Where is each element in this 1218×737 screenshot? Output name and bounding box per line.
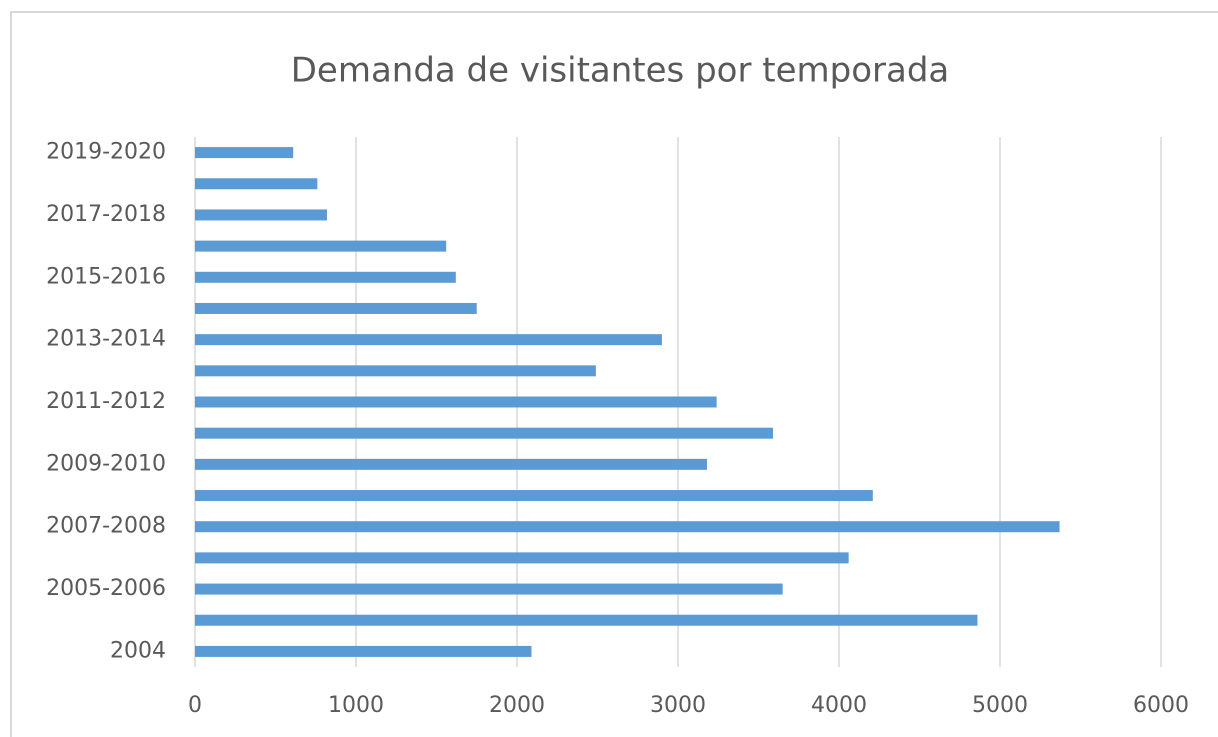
bar [195, 583, 783, 595]
bar [195, 645, 532, 657]
bar [195, 302, 477, 314]
x-tick-label: 4000 [811, 693, 867, 718]
x-tick-label: 0 [188, 693, 202, 718]
y-tick-label: 2005-2006 [46, 576, 166, 601]
y-tick-label: 2011-2012 [46, 389, 166, 414]
y-tick-label: 2007-2008 [46, 514, 166, 539]
x-tick-label: 5000 [972, 693, 1028, 718]
bar [195, 365, 596, 377]
y-tick-label: 2017-2018 [46, 202, 166, 227]
y-tick-label: 2013-2014 [46, 327, 166, 352]
chart-frame [10, 11, 1218, 737]
bar [195, 147, 294, 159]
bar [195, 458, 707, 470]
y-tick-label: 2019-2020 [46, 140, 166, 165]
x-tick-label: 6000 [1133, 693, 1189, 718]
bar [195, 396, 717, 408]
bar [195, 240, 447, 252]
bar [195, 427, 773, 439]
bar [195, 490, 873, 502]
bar [195, 521, 1060, 533]
y-tick-label: 2015-2016 [46, 264, 166, 289]
x-tick-label: 2000 [489, 693, 545, 718]
chart-title: Demanda de visitantes por temporada [291, 51, 950, 91]
bar [195, 178, 318, 190]
bar [195, 334, 662, 346]
y-tick-label: 2004 [110, 638, 166, 663]
bar [195, 271, 456, 283]
bar [195, 552, 849, 564]
bar [195, 614, 978, 626]
x-tick-label: 3000 [650, 693, 706, 718]
y-tick-label: 2009-2010 [46, 451, 166, 476]
x-tick-label: 1000 [328, 693, 384, 718]
bar [195, 209, 328, 221]
